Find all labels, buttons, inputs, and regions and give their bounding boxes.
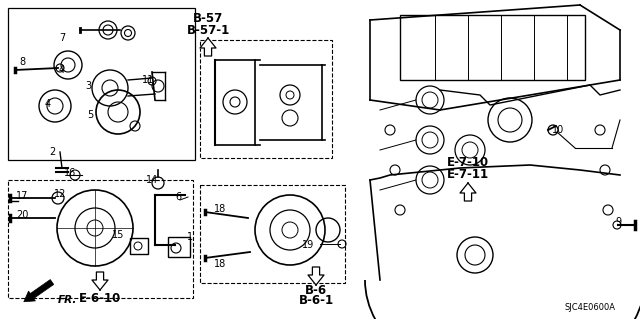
Text: B-6-1: B-6-1 xyxy=(298,294,333,308)
Text: 1: 1 xyxy=(187,232,193,242)
Text: 20: 20 xyxy=(16,210,28,220)
Bar xyxy=(8,8,195,160)
Text: 3: 3 xyxy=(85,81,91,91)
FancyArrow shape xyxy=(24,279,54,302)
Text: FR.: FR. xyxy=(58,295,77,305)
Text: 9: 9 xyxy=(615,217,621,227)
Text: B-57: B-57 xyxy=(193,11,223,25)
Polygon shape xyxy=(200,38,216,56)
Text: E-7-11: E-7-11 xyxy=(447,167,489,181)
Text: 12: 12 xyxy=(54,189,66,199)
Text: SJC4E0600A: SJC4E0600A xyxy=(564,303,616,313)
Text: 18: 18 xyxy=(214,259,226,269)
Bar xyxy=(400,15,585,80)
Text: 2: 2 xyxy=(49,147,55,157)
Text: 18: 18 xyxy=(214,204,226,214)
Bar xyxy=(130,238,148,254)
Text: 11: 11 xyxy=(142,75,154,85)
Text: B-6: B-6 xyxy=(305,284,327,296)
Bar xyxy=(200,185,345,283)
Text: E-7-10: E-7-10 xyxy=(447,155,489,168)
Text: 4: 4 xyxy=(45,99,51,109)
Text: 6: 6 xyxy=(175,192,181,202)
Text: 5: 5 xyxy=(87,110,93,120)
Text: 17: 17 xyxy=(16,191,28,201)
Text: 10: 10 xyxy=(552,125,564,135)
Text: 4: 4 xyxy=(59,65,65,75)
Text: 16: 16 xyxy=(64,168,76,178)
Bar xyxy=(168,237,190,257)
Text: 8: 8 xyxy=(19,57,25,67)
Text: E-6-10: E-6-10 xyxy=(79,292,121,305)
Text: 15: 15 xyxy=(112,230,124,240)
Polygon shape xyxy=(308,267,324,285)
Polygon shape xyxy=(460,183,476,201)
Text: 19: 19 xyxy=(302,240,314,250)
Polygon shape xyxy=(92,272,108,290)
Text: B-57-1: B-57-1 xyxy=(186,24,230,36)
Text: 14: 14 xyxy=(146,175,158,185)
Text: 7: 7 xyxy=(59,33,65,43)
Bar xyxy=(8,180,193,298)
Bar xyxy=(200,40,332,158)
